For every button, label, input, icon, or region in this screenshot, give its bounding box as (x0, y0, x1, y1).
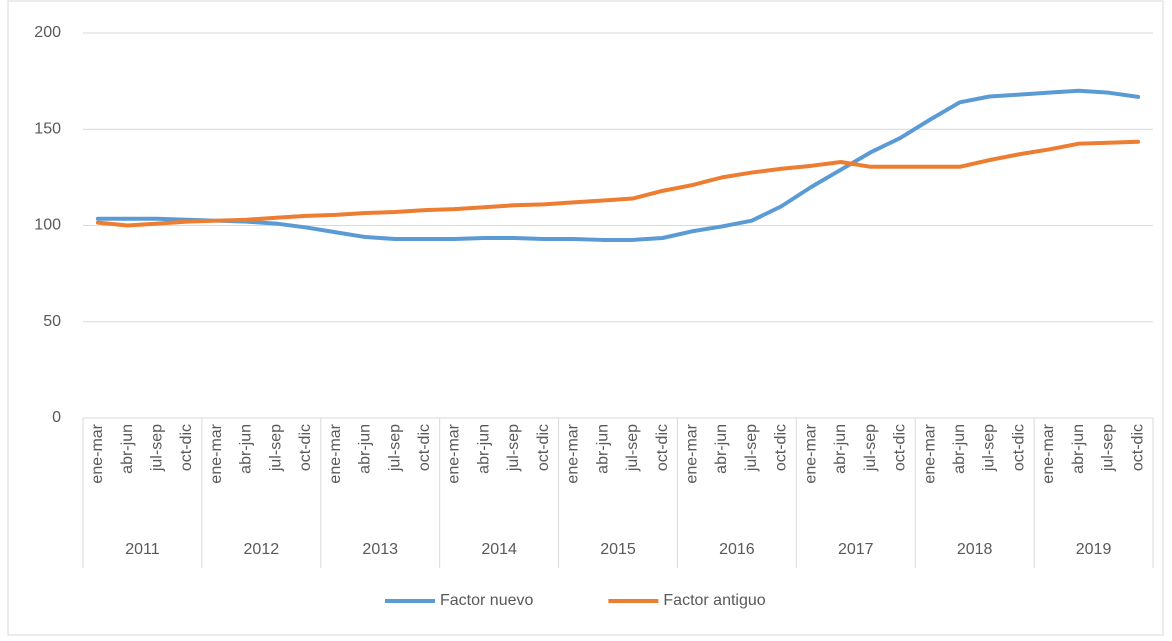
y-tick-label: 100 (34, 217, 61, 234)
y-tick-label: 0 (52, 409, 61, 426)
x-tick-label: jul-sep (505, 424, 522, 472)
x-tick-label: oct-dic (297, 424, 314, 471)
x-tick-label: abr-jun (357, 424, 374, 474)
group-label: 2016 (719, 541, 755, 558)
group-label: 2014 (481, 541, 517, 558)
x-tick-label: abr-jun (1070, 424, 1087, 474)
legend-label: Factor antiguo (663, 592, 765, 609)
x-tick-label: ene-mar (684, 423, 701, 483)
x-tick-label: abr-jun (832, 424, 849, 474)
group-label: 2011 (125, 541, 160, 558)
chart-border (7, 0, 1164, 636)
x-tick-label: ene-mar (921, 423, 938, 483)
x-tick-label: oct-dic (773, 424, 790, 471)
x-tick-label: oct-dic (1129, 424, 1146, 471)
group-label: 2012 (244, 541, 280, 558)
x-tick-label: ene-mar (1040, 423, 1057, 483)
x-tick-label: abr-jun (951, 424, 968, 474)
x-tick-label: jul-sep (149, 424, 166, 472)
x-tick-label: abr-jun (119, 424, 136, 474)
series-line (95, 88, 1141, 242)
x-tick-label: oct-dic (1010, 424, 1027, 471)
group-label: 2017 (838, 541, 874, 558)
x-tick-label: abr-jun (475, 424, 492, 474)
x-tick-label: jul-sep (267, 424, 284, 472)
group-label: 2019 (1076, 541, 1112, 558)
x-tick-label: jul-sep (386, 424, 403, 472)
x-tick-label: abr-jun (594, 424, 611, 474)
x-tick-label: jul-sep (743, 424, 760, 472)
x-tick-label: oct-dic (178, 424, 195, 471)
group-label: 2015 (600, 541, 636, 558)
y-tick-label: 150 (34, 120, 61, 137)
x-tick-label: ene-mar (446, 423, 463, 483)
x-tick-label: ene-mar (89, 423, 106, 483)
group-label: 2013 (362, 541, 398, 558)
x-tick-label: oct-dic (535, 424, 552, 471)
x-tick-label: ene-mar (802, 423, 819, 483)
x-tick-label: ene-mar (565, 423, 582, 483)
x-tick-label: oct-dic (892, 424, 909, 471)
x-tick-label: abr-jun (238, 424, 255, 474)
y-tick-label: 200 (34, 24, 61, 41)
x-tick-label: ene-mar (327, 423, 344, 483)
x-tick-label: oct-dic (416, 424, 433, 471)
y-tick-label: 50 (43, 313, 61, 330)
series-line (95, 139, 1141, 228)
x-tick-label: ene-mar (208, 423, 225, 483)
x-tick-label: jul-sep (981, 424, 998, 472)
x-tick-label: jul-sep (862, 424, 879, 472)
group-label: 2018 (957, 541, 993, 558)
x-tick-label: oct-dic (654, 424, 671, 471)
legend-label: Factor nuevo (440, 592, 533, 609)
x-tick-label: jul-sep (624, 424, 641, 472)
x-tick-label: jul-sep (1100, 424, 1117, 472)
x-tick-label: abr-jun (713, 424, 730, 474)
